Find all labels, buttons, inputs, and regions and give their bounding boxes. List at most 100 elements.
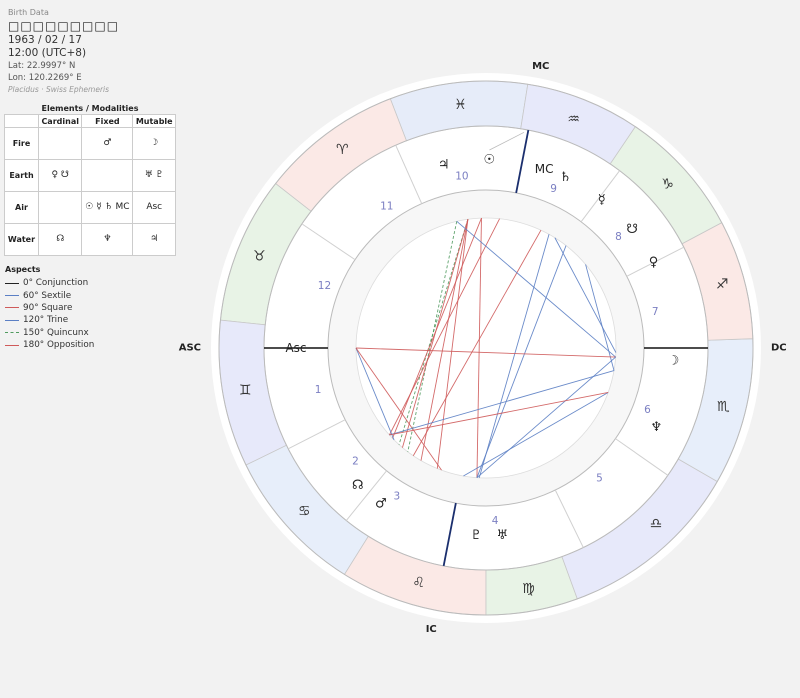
legend-swatch	[5, 307, 19, 309]
planet-icon: ☉	[483, 153, 495, 168]
house-number: 12	[318, 280, 331, 292]
aspect-line	[476, 218, 482, 478]
aspect-line	[463, 392, 609, 477]
legend-item-trine: 120° Trine	[5, 314, 94, 326]
legend-swatch	[5, 344, 19, 346]
row-earth: Earth	[4, 159, 39, 192]
row-water: Water	[4, 223, 39, 256]
birth-data-label: Birth Data	[8, 8, 49, 17]
aspect-line	[554, 237, 617, 353]
zodiac-sign-icon: ♋	[298, 504, 311, 520]
legend-label: 120° Trine	[23, 315, 69, 326]
aspect-line	[355, 347, 395, 441]
legend-label: 60° Sextile	[23, 290, 72, 301]
angle-label: DC	[771, 343, 787, 354]
house-number: 3	[394, 490, 401, 502]
house-cusp-line	[554, 489, 584, 548]
zodiac-sign-icon: ♍	[522, 581, 535, 597]
aspect-line	[420, 219, 469, 461]
house-cusp-line	[301, 223, 356, 261]
angle-label: ASC	[179, 343, 201, 354]
cell-air-fixed: ☉ ☿ ♄ MC	[81, 191, 134, 224]
birth-time: 12:00 (UTC+8)	[8, 47, 87, 59]
planet-icon: ☽	[668, 354, 680, 369]
cell-fire-mutable: ☽	[132, 127, 176, 160]
zodiac-sign-icon: ♐	[716, 277, 729, 293]
planet-icon: ♂	[375, 496, 387, 511]
aspect-line	[476, 245, 567, 478]
house-number: 7	[652, 306, 659, 318]
house-number: 5	[596, 473, 603, 485]
elements-title: Elements / Modalities	[41, 104, 139, 113]
latitude: Lat: 22.9997° N	[8, 61, 76, 71]
cell-air-mutable: Asc	[132, 191, 176, 224]
cell-water-mutable: ♃	[132, 223, 176, 256]
zodiac-sign-icon: ♎	[650, 516, 663, 532]
planet-icon: ♆	[651, 420, 663, 435]
planet-icon: ☊	[352, 478, 364, 493]
legend-item-opposition: 180° Opposition	[5, 339, 94, 351]
birth-date: 1963 / 02 / 17	[8, 34, 82, 46]
zodiac-sign-icon: ♌	[412, 575, 425, 591]
zodiac-sign-icon: ♊	[239, 382, 252, 398]
legend-item-quincunx: 150° Quincunx	[5, 327, 94, 339]
point-label: MC	[535, 162, 554, 176]
aspect-line	[389, 392, 609, 436]
house-number: 2	[352, 455, 359, 467]
house-cusp-line	[395, 144, 423, 204]
sign-ring-outer	[218, 80, 754, 616]
house-number: 4	[492, 515, 499, 527]
house-cusp-line	[287, 419, 346, 450]
house-cusp-line	[345, 470, 387, 521]
longitude: Lon: 120.2269° E	[8, 73, 82, 83]
house-cusp-line	[442, 502, 457, 567]
zodiac-sign-icon: ♓	[454, 97, 467, 113]
house-cusp-line	[515, 129, 530, 194]
legend-label: 180° Opposition	[23, 340, 95, 351]
legend-label: 150° Quincunx	[23, 327, 89, 338]
legend-item-conjunction: 0° Conjunction	[5, 277, 94, 289]
planet-icon: ♇	[470, 528, 482, 543]
zodiac-sign-icon: ♑	[661, 176, 674, 192]
zodiac-sign-icon: ♏	[717, 399, 730, 415]
house-number: 8	[615, 231, 622, 243]
point-label: Asc	[285, 341, 306, 355]
planet-icon: ♃	[438, 157, 450, 172]
zodiac-sign-icon: ♉	[253, 248, 266, 264]
row-fire: Fire	[4, 127, 39, 160]
aspect-circle	[355, 217, 617, 479]
aspect-line	[398, 219, 469, 445]
house-number: 1	[315, 384, 322, 396]
cell-fire-cardinal	[37, 127, 83, 160]
planet-icon: ♀	[649, 255, 659, 270]
legend-swatch	[5, 319, 19, 321]
cell-water-cardinal: ☊	[37, 223, 83, 256]
legend-swatch	[5, 295, 19, 297]
cell-earth-fixed	[81, 159, 134, 192]
aspect-line	[388, 218, 500, 436]
aspect-line	[476, 356, 616, 479]
aspects-legend: Aspects 0° Conjunction 60° Sextile 90° S…	[5, 265, 94, 351]
house-cusp-line	[580, 170, 621, 223]
elements-modalities-table: Elements / Modalities Cardinal Fixed Mut…	[4, 104, 176, 256]
aspect-line	[412, 229, 542, 456]
aspect-line	[478, 234, 550, 478]
zodiac-sign-icon: ♒	[567, 112, 580, 128]
birth-data-panel: Birth Data □□□□□□□□□ 1963 / 02 / 17 12:0…	[8, 8, 198, 95]
elements-grid: Cardinal Fixed Mutable Fire ♂ ☽ Earth ♀ …	[4, 114, 176, 256]
planet-pointer-line	[489, 131, 525, 151]
house-system: Placidus · Swiss Ephemeris	[8, 85, 110, 94]
house-cusp-line	[615, 438, 669, 476]
planet-icon: ♄	[560, 170, 572, 185]
person-name: □□□□□□□□□	[8, 19, 120, 33]
aspect-line	[355, 347, 616, 358]
house-number: 11	[380, 200, 393, 212]
aspect-line	[456, 220, 616, 358]
legend-swatch	[5, 282, 19, 284]
legend-label: 0° Conjunction	[23, 278, 89, 289]
angle-label: MC	[532, 61, 549, 72]
cell-earth-mutable: ♅ ♇	[132, 159, 176, 192]
cell-water-fixed: ♆	[81, 223, 134, 256]
aspect-line	[389, 370, 615, 436]
